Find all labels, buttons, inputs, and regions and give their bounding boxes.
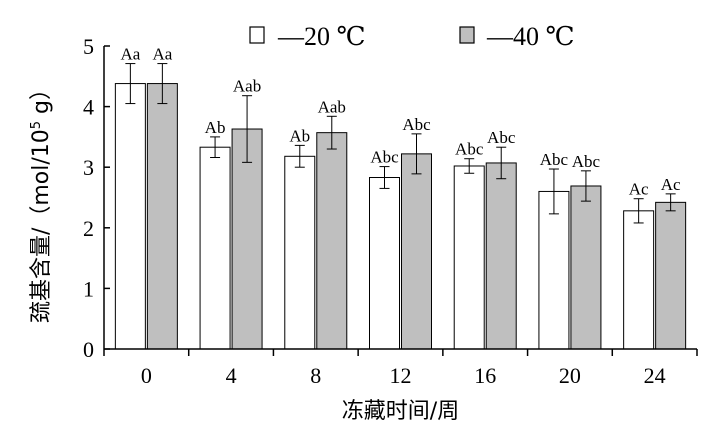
y-tick-label: 4 <box>83 95 94 120</box>
chart-legend: —20 ℃ —40 ℃ <box>249 22 575 51</box>
significance-label: Ac <box>629 180 649 199</box>
bar-series-2-week-16 <box>485 162 517 350</box>
legend-label-series-2: —40 ℃ <box>486 22 575 51</box>
significance-label: Aa <box>120 45 140 64</box>
significance-label: Aab <box>233 77 261 96</box>
significance-label: Aa <box>152 45 172 64</box>
x-tick-label: 20 <box>559 363 581 388</box>
x-tick-label: 4 <box>226 363 237 388</box>
y-tick-label: 5 <box>83 34 94 59</box>
x-tick-label: 0 <box>141 363 152 388</box>
bar-series-2-week-8 <box>316 132 348 350</box>
y-axis-title-main: 巯基含量/（mol/10 <box>29 129 54 323</box>
y-axis-title-superscript: 5 <box>29 121 44 129</box>
x-tick-label: 12 <box>390 363 412 388</box>
bar-series-2-week-12 <box>401 153 432 350</box>
error-bars-layer <box>125 63 676 224</box>
legend-swatch-series-1 <box>249 26 265 44</box>
y-tick-label: 3 <box>83 155 94 180</box>
bar-series-1-week-8 <box>284 155 316 350</box>
significance-label: Abc <box>487 128 516 147</box>
bar-series-1-week-0 <box>114 83 146 350</box>
significance-label: Aab <box>318 97 346 116</box>
significance-label: Abc <box>370 148 399 167</box>
axes-layer <box>103 46 697 350</box>
x-axis-ticks: 0 4 8 12 16 20 24 <box>103 349 698 388</box>
y-axis-ticks: 0 1 2 3 4 5 <box>83 34 110 362</box>
significance-label: Abc <box>455 140 484 159</box>
bar-series-1-week-16 <box>453 165 485 350</box>
significance-label: Ac <box>661 175 681 194</box>
legend-swatch-series-2 <box>459 26 475 44</box>
x-tick-label: 8 <box>310 363 321 388</box>
bar-series-1-week-4 <box>199 146 231 350</box>
bar-series-1-week-24 <box>623 210 655 350</box>
bar-series-2-week-4 <box>231 128 263 350</box>
y-tick-label: 2 <box>83 216 94 241</box>
significance-label: Abc <box>572 152 601 171</box>
legend-label-series-1: —20 ℃ <box>277 22 366 51</box>
y-axis-title: 巯基含量/（mol/105 g） <box>29 78 54 323</box>
significance-label: Ab <box>289 126 310 145</box>
x-tick-label: 16 <box>474 363 496 388</box>
y-axis-title-tail: g） <box>29 78 54 121</box>
y-tick-label: 0 <box>83 337 94 362</box>
bar-series-1-week-12 <box>369 177 400 350</box>
significance-label: Abc <box>540 150 569 169</box>
bar-series-2-week-20 <box>570 185 602 350</box>
y-tick-label: 1 <box>83 276 94 301</box>
x-axis-title: 冻藏时间/周 <box>342 399 459 424</box>
bar-series-2-week-24 <box>655 201 687 350</box>
bars-layer <box>114 83 687 350</box>
bar-series-1-week-20 <box>538 190 570 350</box>
significance-label: Abc <box>402 115 431 134</box>
x-tick-label: 24 <box>644 363 666 388</box>
significance-label: Ab <box>205 118 226 137</box>
bar-series-2-week-0 <box>146 83 178 350</box>
